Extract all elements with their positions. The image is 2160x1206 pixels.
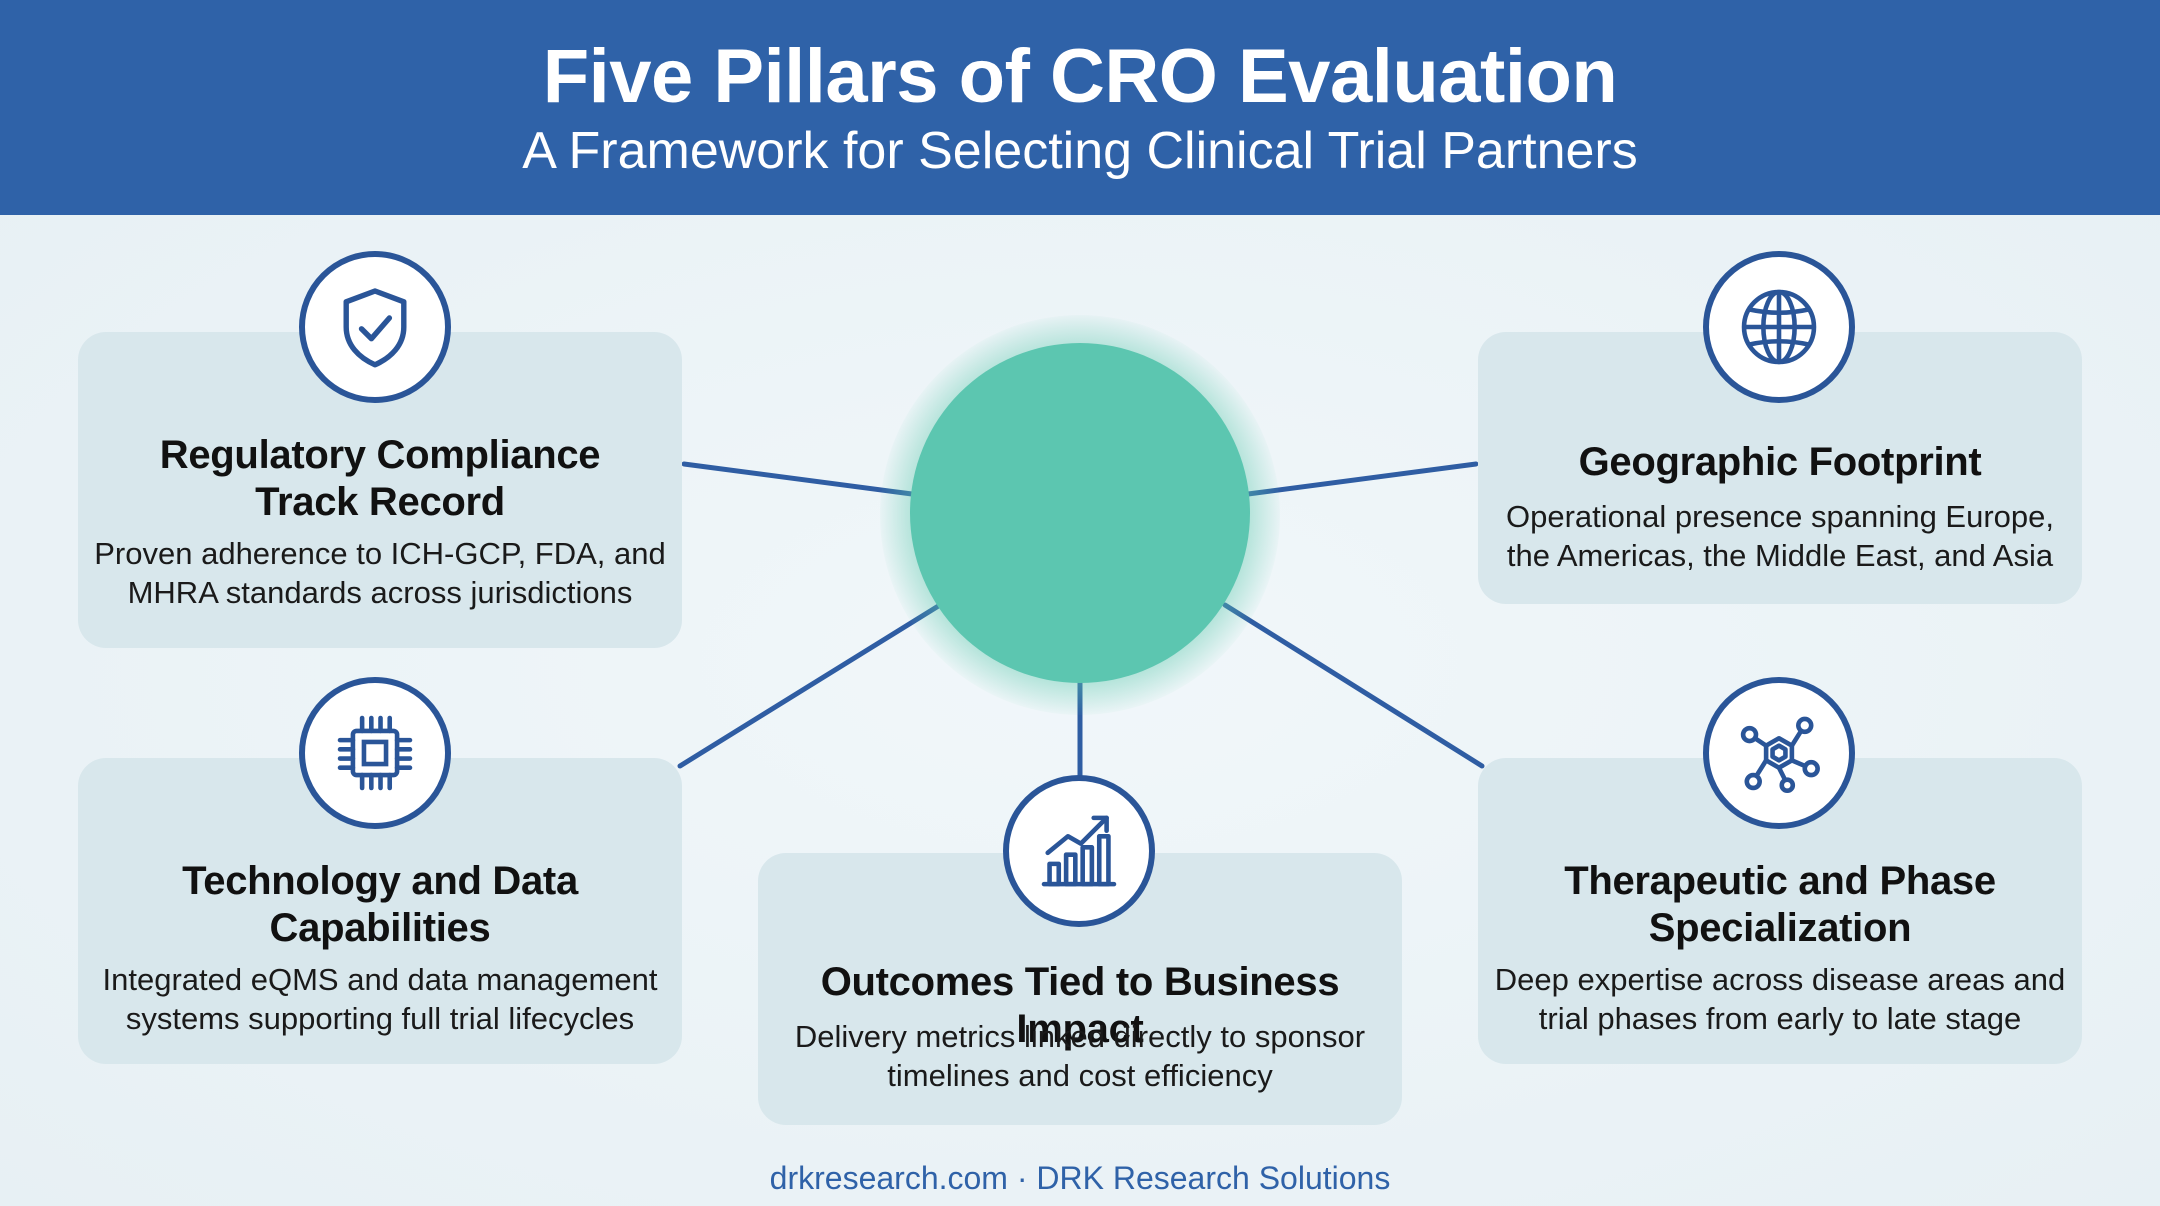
pillar-description-line: Delivery metrics linked directly to spon… — [794, 1019, 1366, 1054]
pillar-title-line: Therapeutic and Phase — [1564, 859, 1996, 903]
pillar-title-line: Capabilities — [269, 906, 491, 950]
pillar-description-line: Integrated eQMS and data management — [102, 962, 658, 997]
pillar-description-line: Deep expertise across disease areas and — [1494, 962, 2066, 997]
pillar-title: Outcomes Tied to Business Impact — [758, 959, 1402, 1053]
pillar-title-line: Specialization — [1648, 906, 1912, 950]
pillar-title-line: Geographic Footprint — [1578, 440, 1982, 484]
molecule-icon — [1703, 677, 1855, 829]
shield-check-icon — [299, 251, 451, 403]
pillar-title-line: Technology and Data — [182, 859, 578, 903]
pillar-description-line: Proven adherence to ICH-GCP, FDA, and — [94, 536, 666, 571]
pillar-card-therapeutic: Therapeutic and Phase Specialization Dee… — [1478, 758, 2082, 1064]
pillar-title: Regulatory Compliance Track Record — [78, 432, 682, 526]
pillar-title: Therapeutic and Phase Specialization — [1478, 858, 2082, 952]
page-title: Five Pillars of CRO Evaluation — [542, 34, 1618, 119]
pillar-description: Deep expertise across disease areas and … — [1478, 960, 2082, 1038]
pillar-card-geographic: Geographic Footprint Operational presenc… — [1478, 332, 2082, 604]
pillar-description-line: MHRA standards across jurisdictions — [127, 575, 633, 610]
pillar-description: Integrated eQMS and data management syst… — [78, 960, 682, 1038]
connector-technology — [677, 602, 943, 769]
pillar-description-line: systems supporting full trial lifecycles — [125, 1001, 635, 1036]
footer-credit: drkresearch.com · DRK Research Solutions — [769, 1160, 1391, 1196]
page-subtitle: A Framework for Selecting Clinical Trial… — [522, 122, 1638, 180]
pillar-description-line: Operational presence spanning Europe, — [1505, 499, 2055, 534]
connector-therapeutic — [1222, 602, 1485, 769]
header-banner: Five Pillars of CRO Evaluation A Framewo… — [0, 0, 2160, 215]
globe-icon — [1703, 251, 1855, 403]
connector-geographic — [1245, 461, 1479, 497]
pillar-description: Delivery metrics linked directly to spon… — [758, 1017, 1402, 1095]
pillar-title-line: Regulatory Compliance — [159, 433, 601, 477]
pillar-title-line: Track Record — [255, 480, 505, 524]
pillar-description-line: the Americas, the Middle East, and Asia — [1506, 538, 2054, 573]
pillar-title-line: Outcomes Tied to Business Impact — [820, 960, 1340, 1051]
central-hub — [910, 343, 1250, 683]
chip-icon — [299, 677, 451, 829]
pillar-description: Proven adherence to ICH-GCP, FDA, and MH… — [78, 534, 682, 612]
growth-chart-icon — [1003, 775, 1155, 927]
connector-regulatory — [681, 461, 915, 497]
pillar-title: Technology and Data Capabilities — [78, 858, 682, 952]
pillar-description-line: trial phases from early to late stage — [1538, 1001, 2022, 1036]
pillar-description: Operational presence spanning Europe, th… — [1478, 497, 2082, 575]
pillar-description-line: timelines and cost efficiency — [887, 1058, 1273, 1093]
pillar-title: Geographic Footprint — [1478, 439, 2082, 486]
